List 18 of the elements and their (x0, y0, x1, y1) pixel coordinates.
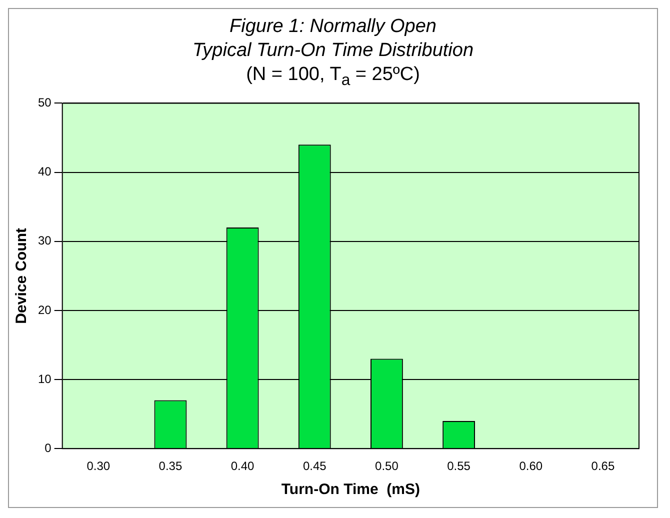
y-tick-label: 30 (38, 233, 52, 248)
y-tick-label: 10 (38, 372, 52, 386)
y-axis-title: Device Count (13, 228, 30, 324)
y-tick-label: 0 (44, 440, 52, 455)
x-tick-label: 0.50 (375, 458, 399, 473)
y-tick-label: 20 (38, 302, 52, 317)
x-tick-label: 0.40 (230, 458, 255, 473)
x-tick-label: 0.30 (86, 458, 110, 473)
x-tick-label: 0.60 (519, 458, 543, 473)
x-tick-label: 0.65 (591, 458, 615, 473)
chart-title: Figure 1: Normally Open Typical Turn-On Time Distribution (191, 15, 475, 63)
x-tick-label: 0.55 (447, 458, 471, 473)
y-tick-label: 50 (38, 95, 52, 110)
x-tick-label: 0.45 (302, 458, 327, 473)
chart-subtitle: (N = 100, T$_{a}$ = 25ºC) (245, 63, 421, 91)
x-axis-title: Turn-On Time (mS) (281, 480, 420, 498)
x-tick-label: 0.35 (158, 458, 182, 473)
y-tick-label: 40 (38, 164, 52, 178)
